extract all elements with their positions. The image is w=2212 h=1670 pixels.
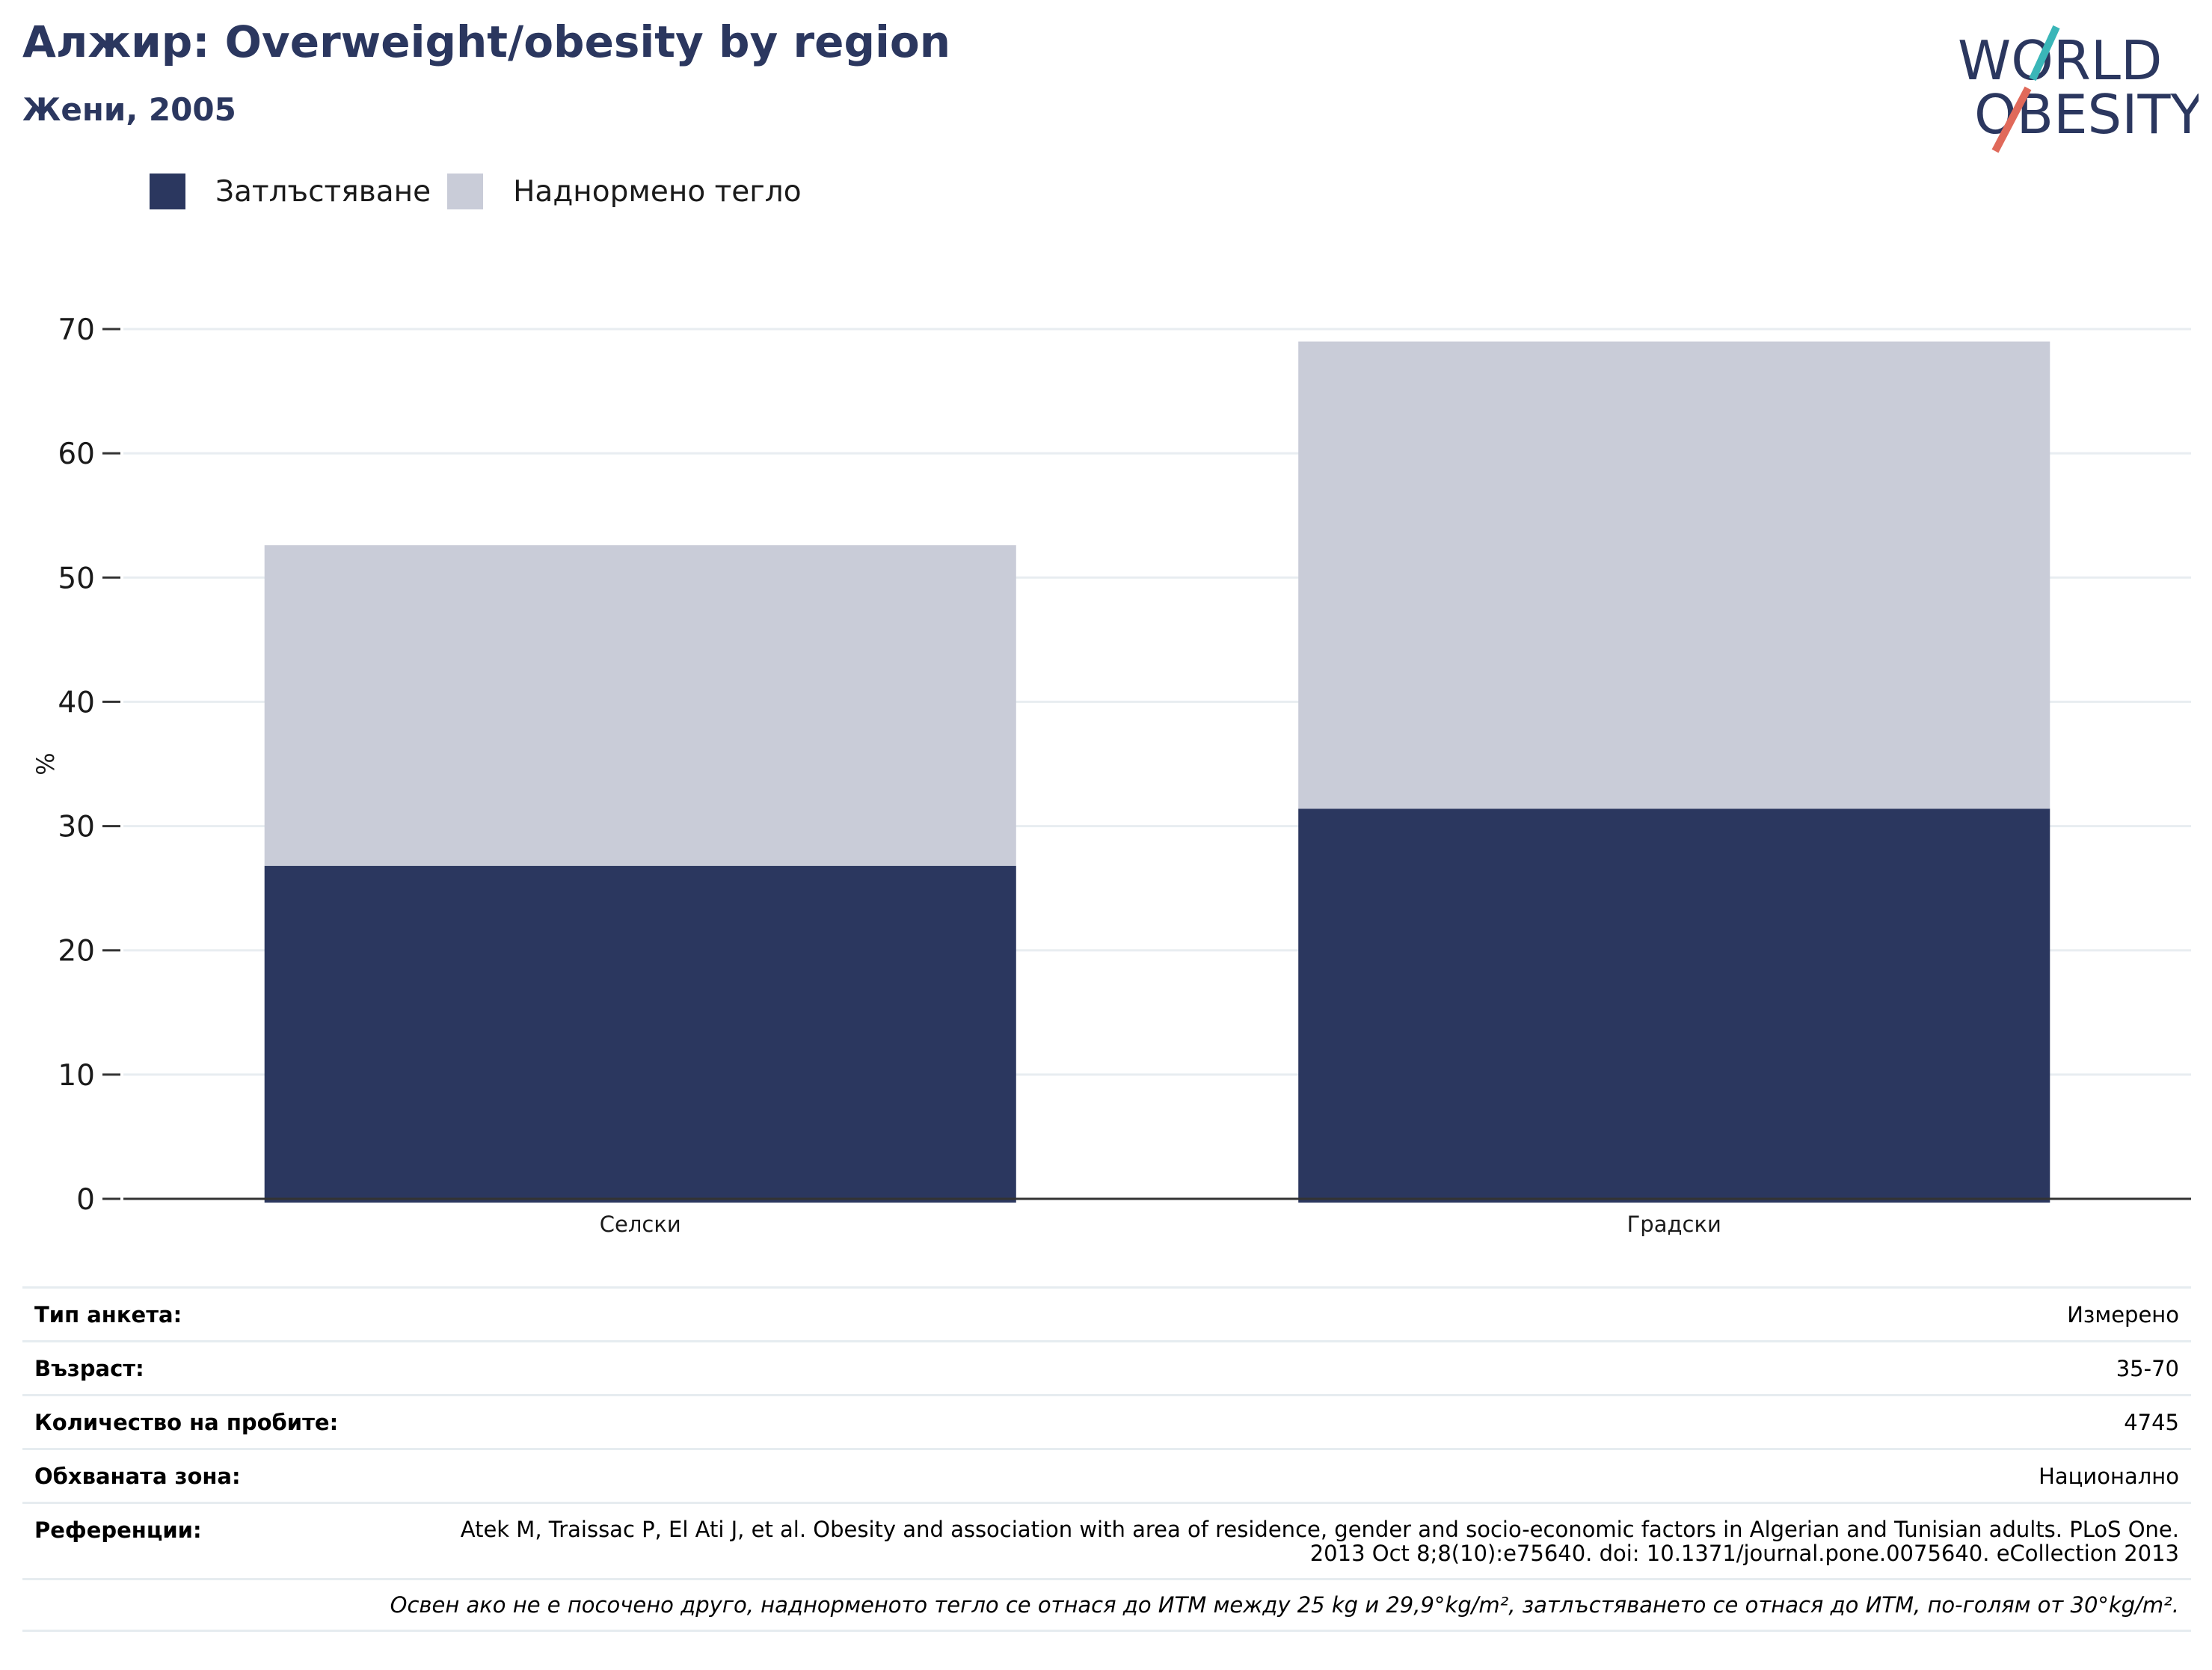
info-row-note: Освен ако не е посочено друго, наднормен… [22, 1578, 2191, 1632]
bar-overweight-1 [1298, 341, 2050, 809]
legend-label-overweight: Наднормено тегло [513, 174, 802, 209]
y-tick-label: 0 [76, 1183, 95, 1217]
info-row-references: Референции: Atek M, Traissac P, El Ati J… [22, 1502, 2191, 1578]
info-row-age: Възраст: 35-70 [22, 1340, 2191, 1394]
info-value-survey-type: Измерено [2067, 1301, 2179, 1327]
bar-overweight-0 [264, 545, 1016, 866]
survey-info-table: Тип анкета: Измерено Възраст: 35-70 Коли… [22, 1286, 2191, 1632]
chart-title: Алжир: Overweight/obesity by region [22, 16, 951, 67]
info-value-area: Национално [2039, 1463, 2179, 1489]
info-label-area: Обхваната зона: [34, 1463, 241, 1489]
y-tick-label: 10 [58, 1059, 95, 1093]
logo-slash-teal [2029, 25, 2060, 82]
x-tick-label: Селски [600, 1212, 681, 1237]
info-row-area: Обхваната зона: Национално [22, 1448, 2191, 1502]
legend-swatch-obesity [150, 174, 185, 209]
bar-chart: 0 10 20 30 40 50 60 70% Селски Градски [31, 313, 2191, 1237]
y-tick-label: 40 [58, 686, 95, 719]
chart-subtitle: Жени, 2005 [22, 91, 236, 128]
logo-slash-coral [1991, 86, 2032, 153]
legend-label-obesity: Затлъстяване [215, 174, 431, 209]
y-tick-label: 70 [58, 313, 95, 347]
world-obesity-logo: WORLD OBESITY [1958, 25, 2199, 153]
info-label-sample-size: Количество на пробите: [34, 1409, 339, 1435]
info-value-sample-size: 4745 [2124, 1409, 2179, 1435]
bmi-definition-note: Освен ако не е посочено друго, наднормен… [390, 1592, 2179, 1618]
logo-text-obesity: OBESITY [1974, 83, 2199, 146]
logo-text-world: WORLD [1958, 29, 2162, 92]
legend-swatch-overweight [447, 174, 484, 209]
info-row-sample-size: Количество на пробите: 4745 [22, 1394, 2191, 1448]
legend-item-obesity: Затлъстяване [150, 174, 431, 209]
bar-obesity-1 [1298, 808, 2050, 1203]
x-tick-label: Градски [1627, 1212, 1721, 1237]
chart-legend: Затлъстяване Наднормено тегло [150, 172, 818, 211]
info-label-survey-type: Тип анкета: [34, 1301, 182, 1327]
y-tick-label: 60 [58, 438, 95, 471]
info-label-references: Референции: [34, 1517, 202, 1543]
y-tick-label: 20 [58, 935, 95, 968]
info-row-survey-type: Тип анкета: Измерено [22, 1286, 2191, 1340]
info-label-age: Възраст: [34, 1355, 144, 1381]
info-value-references: Atek M, Traissac P, El Ati J, et al. Obe… [460, 1517, 2179, 1566]
legend-item-overweight: Наднормено тегло [447, 174, 802, 209]
y-tick-label: 50 [58, 562, 95, 595]
y-tick-label: 30 [58, 811, 95, 844]
bar-obesity-0 [264, 865, 1016, 1203]
y-axis-label: % [31, 752, 60, 775]
info-value-age: 35-70 [2116, 1355, 2179, 1381]
